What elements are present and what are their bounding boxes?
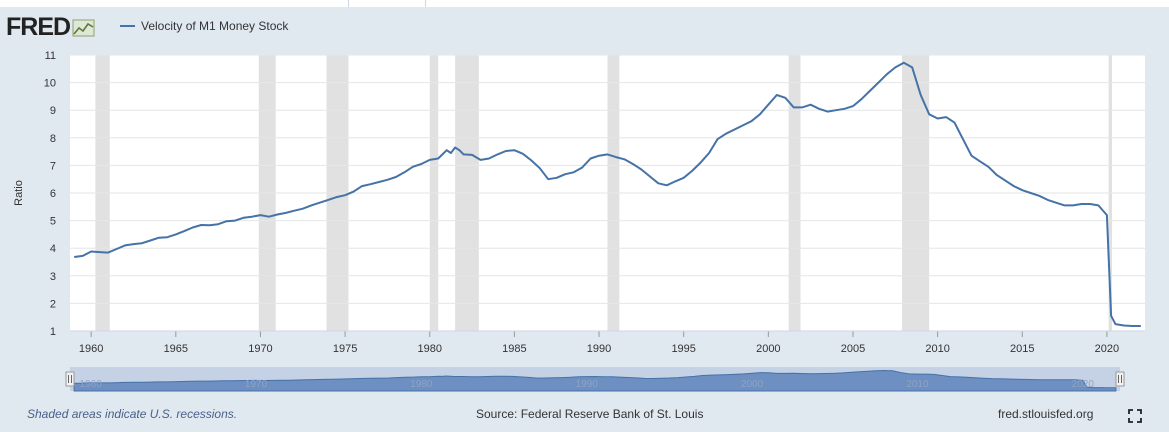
y-tick-label: 7 <box>50 160 56 172</box>
x-tick-label: 2005 <box>841 343 865 355</box>
navigator-area <box>73 369 1117 392</box>
top-divider <box>425 0 426 7</box>
navigator-label: 1960 <box>80 379 103 390</box>
y-tick-label: 4 <box>50 243 56 255</box>
y-tick-label: 6 <box>50 188 56 200</box>
x-tick-label: 1995 <box>671 343 695 355</box>
y-axis-title: Ratio <box>13 180 25 206</box>
site-link[interactable]: fred.stlouisfed.org <box>998 407 1094 421</box>
x-tick-label: 1970 <box>248 343 272 355</box>
y-tick-label: 3 <box>50 271 56 283</box>
navigator-label: 1970 <box>245 379 268 390</box>
x-tick-label: 1985 <box>502 343 526 355</box>
chart-legend[interactable]: Velocity of M1 Money Stock <box>120 19 288 33</box>
y-tick-label: 2 <box>50 298 56 310</box>
fred-logo[interactable]: FRED <box>6 13 96 41</box>
top-strip <box>0 0 1169 7</box>
source-text: Source: Federal Reserve Bank of St. Loui… <box>476 407 704 421</box>
legend-label: Velocity of M1 Money Stock <box>141 19 289 33</box>
x-tick-label: 1960 <box>79 343 103 355</box>
x-tick-label: 1965 <box>164 343 188 355</box>
top-divider <box>348 0 349 7</box>
fullscreen-icon[interactable] <box>1128 409 1142 423</box>
x-tick-label: 2015 <box>1010 343 1034 355</box>
navigator-label: 1980 <box>410 379 433 390</box>
x-tick-label: 2010 <box>925 343 949 355</box>
series-line <box>74 61 1141 327</box>
navigator-label: 1990 <box>576 379 599 390</box>
y-tick-label: 11 <box>45 50 56 62</box>
legend-swatch <box>120 25 135 27</box>
navigator-label: 2010 <box>906 379 929 390</box>
y-tick-label: 5 <box>50 216 56 228</box>
navigator-label: 2020 <box>1072 379 1095 390</box>
navigator-right-handle[interactable] <box>1115 371 1125 387</box>
x-tick-label: 2020 <box>1095 343 1119 355</box>
y-tick-label: 8 <box>50 133 56 145</box>
x-tick-label: 1975 <box>333 343 357 355</box>
fred-chart-icon <box>72 19 95 37</box>
range-navigator[interactable]: 1960 1970 1980 1990 2000 2010 2020 <box>65 367 1125 392</box>
recession-note: Shaded areas indicate U.S. recessions. <box>27 407 238 421</box>
y-tick-label: 1 <box>50 326 56 338</box>
navigator-label: 2000 <box>741 379 764 390</box>
navigator-left-handle[interactable] <box>65 371 75 387</box>
y-tick-label: 9 <box>50 105 56 117</box>
y-tick-label: 10 <box>44 78 56 90</box>
navigator-handles[interactable] <box>65 371 1125 387</box>
navigator-labels: 1960 1970 1980 1990 2000 2010 2020 <box>80 379 1095 390</box>
x-tick-label: 2000 <box>756 343 780 355</box>
x-tick-label: 1990 <box>587 343 611 355</box>
logo-text: FRED <box>6 13 71 41</box>
x-tick-label: 1980 <box>418 343 442 355</box>
